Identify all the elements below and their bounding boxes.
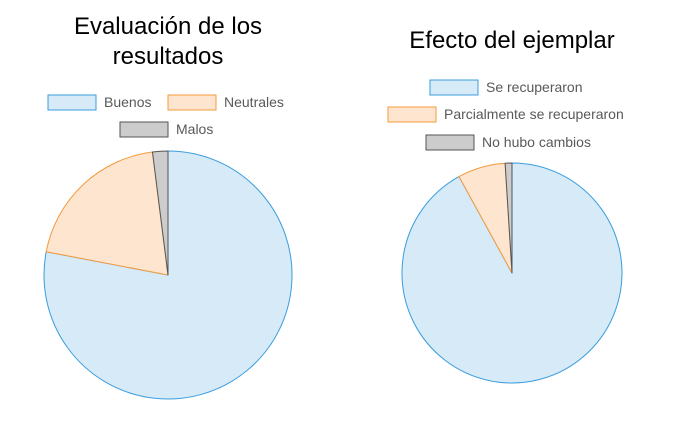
legend-swatch-neutrales [167, 94, 217, 111]
legend-label-parcialmente: Parcialmente se recuperaron [444, 106, 624, 122]
legend-label-no-hubo-cambios: No hubo cambios [482, 134, 591, 150]
chart-2-title: Efecto del ejemplar [409, 27, 614, 54]
legend-label-buenos: Buenos [104, 94, 151, 110]
legend-label-neutrales: Neutrales [224, 94, 284, 110]
legend-swatch-buenos [47, 94, 97, 111]
chart-evaluacion: Evaluación de los resultados Buenos Neut… [43, 13, 293, 400]
legend-label-malos: Malos [176, 121, 213, 137]
chart-1-legend: Buenos Neutrales Malos [47, 94, 284, 138]
legend-label-se-recuperaron: Se recuperaron [486, 79, 583, 95]
chart-1-title-line-2: resultados [113, 43, 224, 70]
chart-1-pie [43, 150, 293, 400]
pie-slice-no-hubo-cambios [504, 162, 513, 274]
chart-efecto: Efecto del ejemplar Se recuperaron Parci… [387, 27, 624, 384]
legend-swatch-malos [119, 121, 169, 138]
legend-swatch-no-hubo-cambios [425, 134, 475, 151]
chart-2-pie [401, 162, 623, 384]
chart-1-title-line-1: Evaluación de los [74, 13, 262, 40]
chart-2-legend: Se recuperaron Parcialmente se recuperar… [387, 79, 624, 151]
legend-swatch-se-recuperaron [429, 79, 479, 96]
legend-swatch-parcialmente [387, 106, 437, 123]
pie-slice-neutrales [45, 151, 169, 276]
pie-slice-malos [151, 150, 169, 276]
